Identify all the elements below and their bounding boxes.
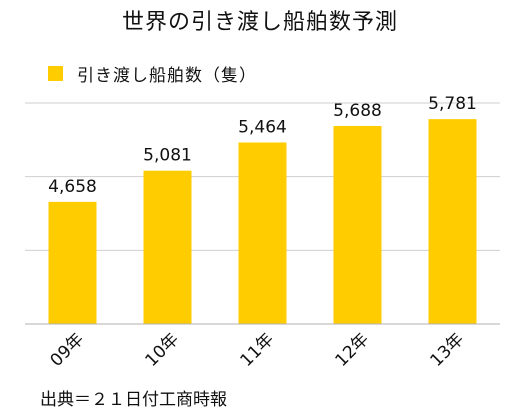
bar: [48, 201, 97, 324]
bar: [428, 119, 477, 325]
legend-label: 引き渡し船舶数（隻）: [77, 66, 257, 86]
data-label: 5,688: [333, 101, 382, 121]
data-label: 5,081: [143, 146, 192, 166]
x-tick-label: 10年: [142, 329, 183, 370]
data-label: 5,464: [238, 117, 287, 137]
source-note: 出典＝２１日付工商時報: [40, 390, 227, 410]
legend-swatch: [48, 66, 63, 81]
x-tick-label: 13年: [427, 329, 468, 370]
data-label: 5,781: [428, 94, 477, 114]
x-tick-label: 12年: [332, 329, 373, 370]
x-tick-label: 11年: [237, 329, 278, 370]
bar: [143, 170, 192, 324]
bar: [238, 142, 287, 324]
x-tick-label: 09年: [47, 329, 88, 370]
chart-title: 世界の引き渡し船舶数予測: [121, 10, 398, 35]
chart-legend: 引き渡し船舶数（隻）: [48, 61, 257, 86]
data-label: 4,658: [48, 177, 97, 197]
bar: [333, 125, 382, 324]
